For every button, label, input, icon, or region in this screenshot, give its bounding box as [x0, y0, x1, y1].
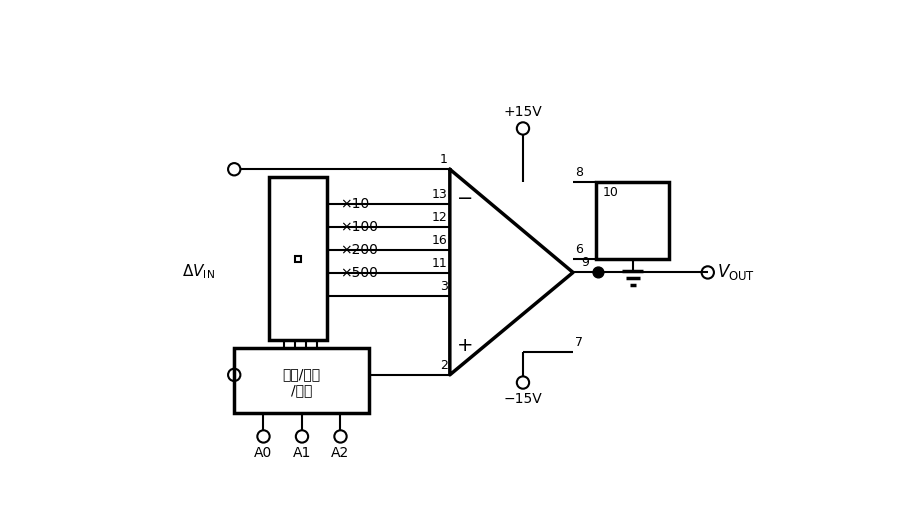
Text: ×100: ×100 [341, 220, 378, 234]
Text: 译码/储存: 译码/储存 [283, 368, 321, 382]
Bar [268, 177, 327, 340]
Text: 9: 9 [581, 256, 589, 269]
Text: A1: A1 [293, 446, 311, 460]
Text: 7: 7 [576, 335, 583, 349]
Text: +: + [457, 336, 474, 355]
Text: 12: 12 [432, 211, 448, 224]
Text: ×500: ×500 [341, 266, 378, 280]
Text: +15V: +15V [504, 105, 542, 119]
Text: 2: 2 [440, 359, 448, 372]
Circle shape [593, 267, 604, 278]
Text: 1: 1 [440, 153, 448, 166]
Text: A2: A2 [332, 446, 350, 460]
Text: $\Delta V_{\rm IN}$: $\Delta V_{\rm IN}$ [182, 262, 215, 281]
Text: 11: 11 [432, 257, 448, 270]
Text: ×10: ×10 [341, 197, 369, 211]
Text: A0: A0 [254, 446, 273, 460]
Text: −: − [457, 189, 473, 208]
Text: 10: 10 [602, 186, 618, 199]
Text: 16: 16 [432, 234, 448, 247]
Text: 8: 8 [576, 166, 583, 179]
Bar [295, 256, 301, 261]
Text: /驱动: /驱动 [291, 383, 313, 397]
Bar [596, 182, 669, 259]
Text: 13: 13 [432, 188, 448, 201]
Bar [234, 348, 369, 413]
Text: −15V: −15V [504, 392, 542, 406]
Text: 6: 6 [576, 243, 583, 256]
Text: 3: 3 [440, 280, 448, 293]
Text: $\mathit{V}_{\rm OUT}$: $\mathit{V}_{\rm OUT}$ [717, 262, 755, 282]
Text: ×200: ×200 [341, 243, 378, 257]
